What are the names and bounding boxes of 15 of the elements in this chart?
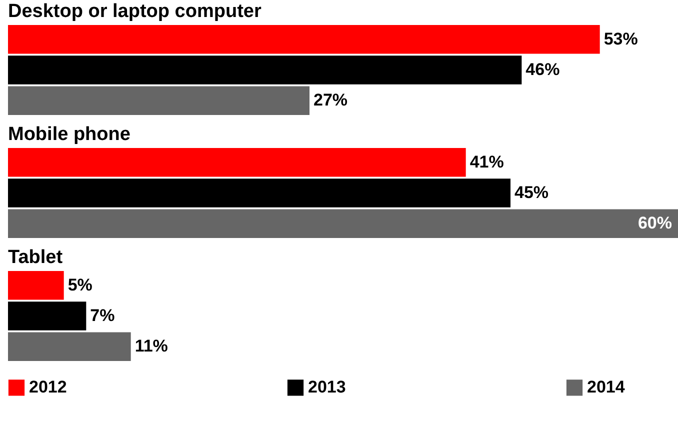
data-label: 27% (314, 90, 348, 110)
data-label: 5% (68, 275, 92, 294)
data-label: 7% (90, 306, 115, 325)
data-label: 46% (526, 60, 560, 79)
legend-label: 2012 (29, 378, 67, 397)
data-label: 60% (638, 214, 672, 233)
y-tick-label: Tablet (8, 247, 64, 268)
data-label: 41% (470, 152, 504, 172)
y-tick-label: Mobile phone (8, 124, 130, 145)
legend-label: 2014 (587, 378, 626, 397)
data-label: 45% (514, 183, 549, 202)
data-label: 11% (134, 336, 168, 356)
data-label: 53% (604, 29, 638, 48)
y-tick-label: Desktop or laptop computer (8, 1, 262, 22)
legend-label: 2013 (308, 378, 346, 397)
